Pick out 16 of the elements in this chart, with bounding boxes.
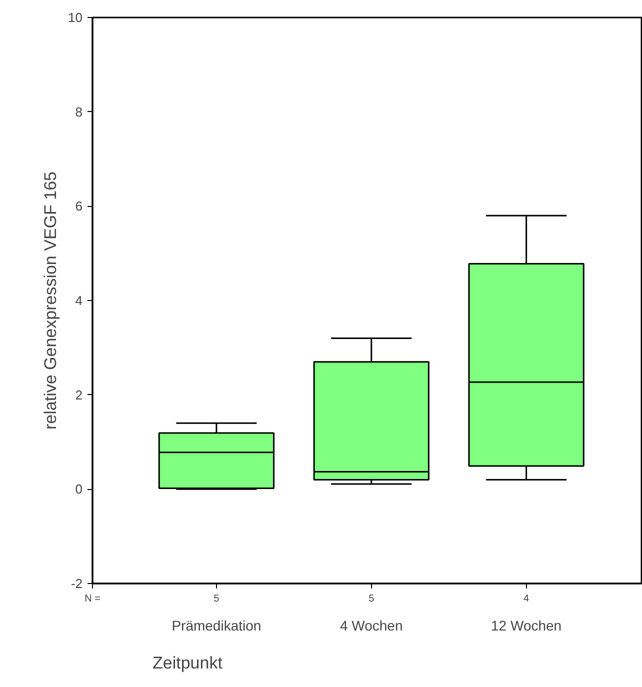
text: N =	[84, 594, 101, 604]
x-tick-label: Prämedikation	[172, 618, 262, 634]
text: 5	[214, 594, 220, 604]
y-tick-label: 10	[68, 10, 83, 25]
y-tick-label: 0	[75, 482, 83, 497]
y-tick-label: 4	[75, 293, 83, 308]
x-tick-label: 12 Wochen	[491, 618, 562, 634]
x-axis-title: Zeitpunkt	[152, 654, 223, 672]
y-tick-label: -2	[70, 576, 83, 591]
x-tick-label: 4 Wochen	[340, 618, 403, 634]
text: 4	[524, 594, 530, 604]
y-tick-label: 8	[75, 104, 83, 120]
y-tick-label: 6	[75, 198, 83, 214]
y-tick-label: 2	[75, 387, 83, 402]
text: 5	[368, 594, 375, 604]
y-axis-title: relative Genexpression VEGF 165	[41, 172, 60, 430]
